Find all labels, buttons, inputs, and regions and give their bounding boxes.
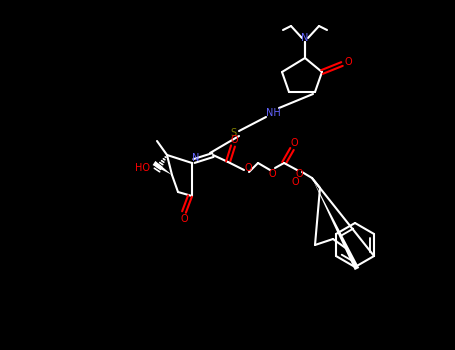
Text: O: O [180, 214, 188, 224]
Text: O: O [291, 177, 299, 187]
Text: O: O [295, 169, 303, 179]
Polygon shape [152, 161, 172, 175]
Text: O: O [344, 57, 352, 67]
Polygon shape [312, 178, 359, 270]
Text: O: O [230, 135, 238, 145]
Text: O: O [290, 138, 298, 148]
Text: O: O [268, 169, 276, 179]
Text: N: N [301, 33, 308, 43]
Text: NH: NH [266, 108, 280, 118]
Text: N: N [192, 153, 200, 163]
Text: HO: HO [136, 163, 151, 173]
Text: O: O [244, 163, 252, 173]
Text: S: S [230, 128, 236, 138]
